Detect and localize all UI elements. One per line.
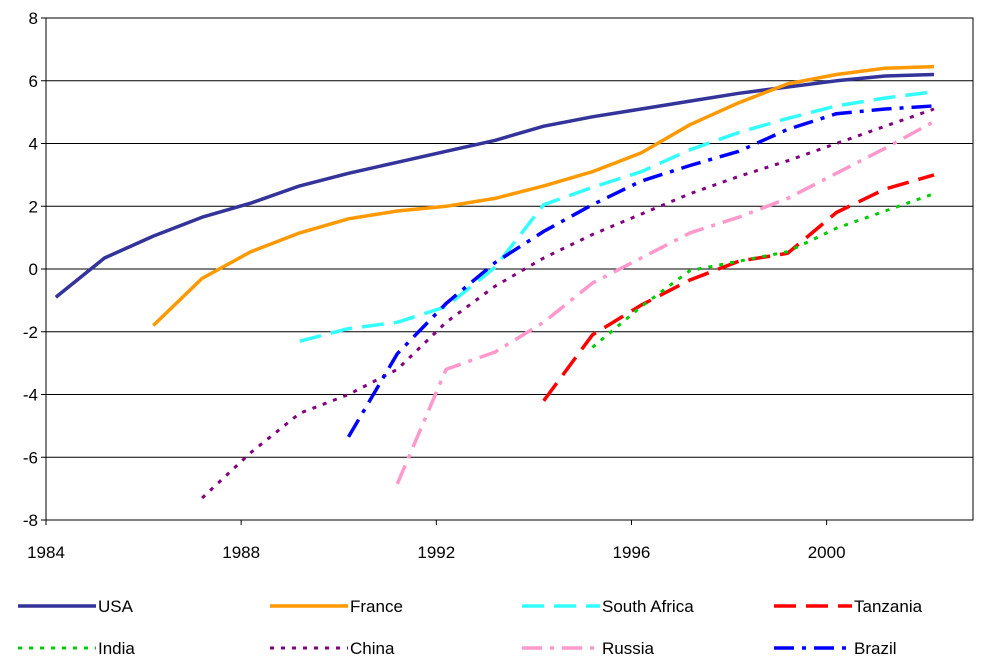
series-line-russia (395, 119, 935, 485)
y-tick-label: 2 (29, 197, 38, 216)
series-line-france (152, 64, 935, 327)
x-axis-tick-labels: 1984 1988 1992 1996 2000 (27, 543, 845, 562)
series-line-india (591, 192, 935, 349)
y-tick-label: 4 (29, 135, 38, 154)
legend-label: USA (98, 597, 134, 616)
y-tick-label: -2 (23, 323, 38, 342)
y-tick-label: -6 (23, 448, 38, 467)
x-tick-label: 1992 (417, 543, 455, 562)
legend-label: India (98, 639, 135, 658)
series-lines (54, 64, 935, 500)
y-tick-label: 0 (29, 260, 38, 279)
legend-label: Tanzania (854, 597, 923, 616)
legend-label: China (350, 639, 395, 658)
y-tick-label: -4 (23, 386, 38, 405)
plot-area-frame (45, 17, 974, 521)
grid-lines (41, 17, 973, 525)
legend-label: Brazil (854, 639, 897, 658)
y-tick-label: 8 (29, 9, 38, 28)
legend-label: Russia (602, 639, 655, 658)
series-line-south-africa (299, 89, 935, 343)
y-axis-tick-labels: -8 -6 -4 -2 0 2 4 6 8 (23, 9, 38, 530)
series-line-tanzania (542, 173, 935, 402)
series-line-china (201, 107, 935, 500)
legend-label: France (350, 597, 403, 616)
legend-label: South Africa (602, 597, 694, 616)
y-tick-label: 6 (29, 72, 38, 91)
x-tick-label: 1988 (222, 543, 260, 562)
x-tick-label: 2000 (808, 543, 846, 562)
x-tick-label: 1996 (613, 543, 651, 562)
legend: USA France South Africa Tanzania India China R… (18, 597, 923, 658)
x-tick-label: 1984 (27, 543, 65, 562)
series-line-brazil (346, 104, 935, 438)
y-tick-label: -8 (23, 511, 38, 530)
series-line-usa (54, 72, 935, 299)
